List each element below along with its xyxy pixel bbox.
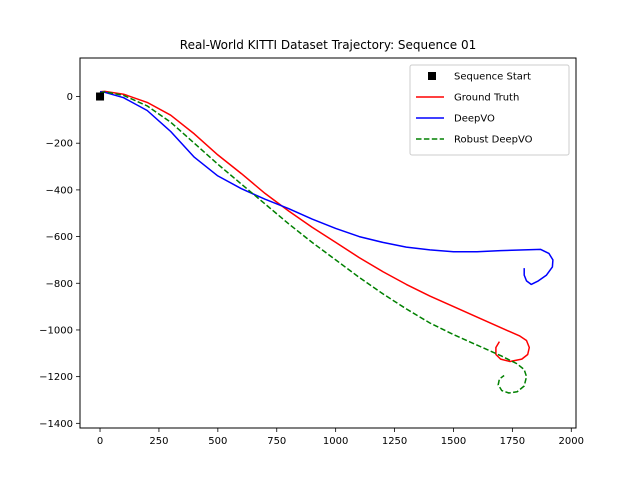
chart-title: Real-World KITTI Dataset Trajectory: Seq… — [180, 38, 476, 52]
y-tick-label: −1000 — [39, 325, 73, 336]
x-tick-label: 250 — [149, 436, 168, 447]
legend-box — [409, 64, 570, 156]
x-tick-label: 1750 — [500, 436, 525, 447]
y-tick-label: −400 — [46, 185, 73, 196]
x-tick-label: 1000 — [323, 436, 348, 447]
y-tick-label: −200 — [46, 139, 73, 150]
legend: Sequence Start Ground Truth DeepVO Robust D… — [409, 64, 570, 156]
legend-label: DeepVO — [454, 114, 495, 125]
x-tick-label: 1250 — [382, 436, 407, 447]
start-marker — [96, 92, 105, 101]
series-line-1 — [99, 91, 554, 286]
series-line-0 — [99, 90, 531, 363]
legend-label: Sequence Start — [454, 72, 531, 83]
x-tick-label: 1500 — [441, 436, 466, 447]
axes-frame — [79, 57, 577, 429]
plot-area — [96, 90, 554, 394]
y-tick-label: −600 — [46, 232, 73, 243]
legend-label: Robust DeepVO — [454, 135, 533, 146]
x-tick-label: 0 — [97, 436, 103, 447]
y-tick-label: −800 — [46, 279, 73, 290]
axis-ticks: 0 250 500 750 1000 1250 1500 1750 2000 0 −200 −400 −… — [39, 92, 584, 447]
legend-label: Ground Truth — [454, 93, 519, 104]
y-tick-label: −1200 — [39, 372, 73, 383]
x-tick-label: 500 — [208, 436, 227, 447]
y-tick-label: 0 — [67, 92, 73, 103]
x-tick-label: 750 — [267, 436, 286, 447]
y-tick-label: −1400 — [39, 419, 73, 430]
x-tick-label: 2000 — [559, 436, 584, 447]
legend-marker-start — [428, 72, 436, 80]
series-line-2 — [99, 91, 528, 394]
